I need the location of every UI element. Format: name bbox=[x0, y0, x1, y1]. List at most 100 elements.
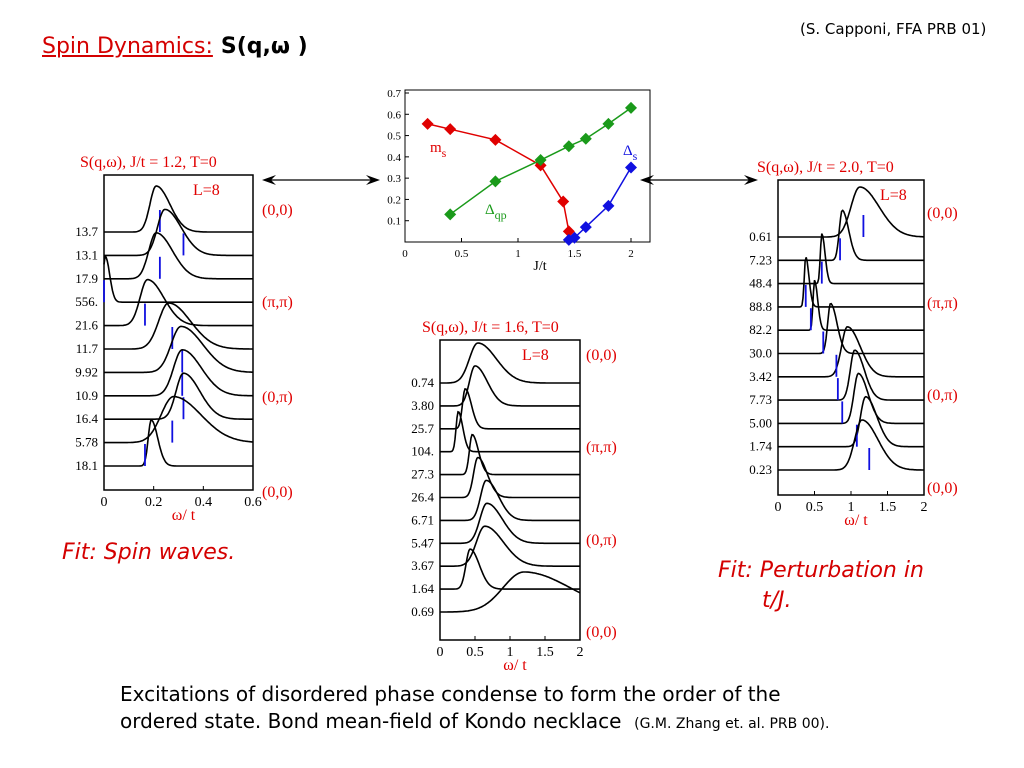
weight-label: 17.9 bbox=[75, 271, 98, 286]
spectrum-curve bbox=[440, 525, 580, 567]
spectrum-curve bbox=[104, 419, 253, 467]
slide-title: Spin Dynamics: S(q,ω ) bbox=[42, 34, 308, 59]
y-tick-label: 0.6 bbox=[387, 109, 401, 121]
y-tick-label: 0.2 bbox=[387, 194, 401, 206]
weight-label: 88.8 bbox=[749, 299, 772, 314]
data-point bbox=[625, 161, 637, 174]
q-point-label: (0,0) bbox=[262, 484, 293, 501]
weight-label: 0.61 bbox=[749, 229, 772, 244]
weight-label: 18.1 bbox=[75, 458, 98, 473]
series-label-main: m bbox=[430, 140, 442, 156]
y-tick-label: 0.4 bbox=[387, 152, 401, 164]
footer-reference: (G.M. Zhang et. al. PRB 00). bbox=[634, 716, 830, 732]
spectrum-curve bbox=[440, 387, 580, 430]
series-label: Δs bbox=[623, 143, 638, 163]
series-line bbox=[568, 167, 632, 241]
data-point bbox=[444, 123, 457, 136]
weight-label: 3.80 bbox=[411, 398, 434, 413]
data-point bbox=[579, 132, 592, 145]
x-tick-label: 0.6 bbox=[244, 495, 262, 510]
weight-label: 30.0 bbox=[749, 346, 772, 361]
footer-line1: Excitations of disordered phase condense… bbox=[120, 682, 781, 706]
arrowhead-right-icon bbox=[366, 175, 380, 185]
x-tick-label: 1 bbox=[515, 248, 521, 260]
x-tick-label: 0 bbox=[775, 500, 782, 515]
fit-perturbation-line1: Fit: Perturbation in bbox=[718, 558, 924, 583]
panel-title: S(q,ω), J/t = 1.6, T=0 bbox=[422, 319, 559, 336]
spectrum-curve bbox=[104, 278, 253, 327]
spectrum-curve bbox=[104, 325, 253, 374]
x-tick-label: 0 bbox=[437, 645, 444, 660]
weight-label: 0.23 bbox=[749, 462, 772, 477]
arrowhead-left-icon bbox=[262, 175, 276, 185]
spectrum-curve bbox=[104, 395, 253, 444]
weight-label: 7.23 bbox=[749, 252, 772, 267]
size-annotation: L=8 bbox=[193, 182, 220, 199]
q-point-label: (0,0) bbox=[586, 347, 617, 364]
x-tick-label: 0 bbox=[402, 248, 408, 260]
data-point bbox=[568, 231, 581, 244]
spectrum-curve bbox=[440, 456, 580, 499]
q-point-label: (0,0) bbox=[586, 624, 617, 641]
weight-label: 1.64 bbox=[411, 581, 434, 596]
spectrum-curve bbox=[440, 433, 580, 476]
x-tick-label: 0.2 bbox=[145, 495, 163, 510]
x-tick-label: 1.5 bbox=[568, 248, 582, 260]
series-label-sub: s bbox=[633, 149, 638, 163]
weight-label: 104. bbox=[411, 444, 434, 459]
weight-label: 1.74 bbox=[749, 439, 772, 454]
arrowhead-left-icon bbox=[640, 175, 654, 185]
size-annotation: L=8 bbox=[522, 347, 549, 364]
data-point bbox=[602, 117, 615, 130]
spectrum-curve bbox=[440, 410, 580, 453]
data-point bbox=[444, 208, 457, 221]
spectrum-curve bbox=[440, 479, 580, 522]
fit-perturbation-line2: t/J. bbox=[762, 588, 792, 613]
weight-label: 3.42 bbox=[749, 369, 772, 384]
series-label-main: Δ bbox=[485, 202, 495, 218]
data-point bbox=[625, 101, 637, 114]
series-label: Δqp bbox=[485, 202, 507, 222]
q-point-label: (0,0) bbox=[927, 480, 958, 497]
x-tick-label: 0.5 bbox=[806, 500, 824, 515]
q-point-label: (0,0) bbox=[927, 205, 958, 222]
spectrum-curve bbox=[778, 279, 924, 331]
weight-label: 27.3 bbox=[411, 467, 434, 482]
spectrum-curve bbox=[103, 254, 253, 303]
spectrum-curve bbox=[778, 302, 924, 355]
weight-label: 25.7 bbox=[411, 421, 434, 436]
weight-label: 21.6 bbox=[75, 318, 98, 333]
spectrum-curve bbox=[778, 233, 924, 285]
spectrum-curve bbox=[778, 349, 924, 401]
x-tick-label: 2 bbox=[921, 500, 928, 515]
spectrum-curve bbox=[778, 257, 924, 308]
x-axis-label: ω/ t bbox=[844, 512, 868, 529]
series-label-main: Δ bbox=[623, 143, 633, 159]
x-axis-label: J/t bbox=[533, 259, 546, 274]
weight-label: 10.9 bbox=[75, 388, 98, 403]
spectrum-curve bbox=[778, 372, 924, 425]
weight-label: 5.47 bbox=[411, 535, 434, 550]
q-point-label: (π,π) bbox=[927, 295, 958, 312]
x-tick-label: 1.5 bbox=[879, 500, 897, 515]
weight-label: 9.92 bbox=[75, 364, 98, 379]
weight-label: 5.78 bbox=[75, 435, 98, 450]
fit-spin-waves: Fit: Spin waves. bbox=[62, 540, 236, 565]
fit-perturbation: Fit: Perturbation in t/J. bbox=[718, 556, 924, 616]
weight-label: 0.69 bbox=[411, 604, 434, 619]
x-tick-label: 1 bbox=[507, 645, 514, 660]
size-annotation: L=8 bbox=[880, 187, 907, 204]
x-tick-label: 0.5 bbox=[466, 645, 484, 660]
q-point-label: (0,π) bbox=[262, 389, 293, 406]
data-point bbox=[489, 133, 502, 146]
weight-label: 16.4 bbox=[75, 411, 98, 426]
citation: (S. Capponi, FFA PRB 01) bbox=[800, 20, 987, 38]
series-label: ms bbox=[430, 140, 447, 160]
footer-line2: ordered state. Bond mean-field of Kondo … bbox=[120, 709, 622, 733]
plot-frame bbox=[103, 174, 254, 491]
spectrum-curve bbox=[104, 208, 253, 257]
spectrum-panel: S(q,ω), J/t = 1.6, T=0 L=8 0 0.5 1 1.5 2 ω/ t (0… bbox=[411, 319, 617, 674]
y-tick-label: 0.5 bbox=[387, 131, 401, 143]
spectrum-curve bbox=[440, 571, 581, 613]
x-tick-label: 1 bbox=[848, 500, 855, 515]
